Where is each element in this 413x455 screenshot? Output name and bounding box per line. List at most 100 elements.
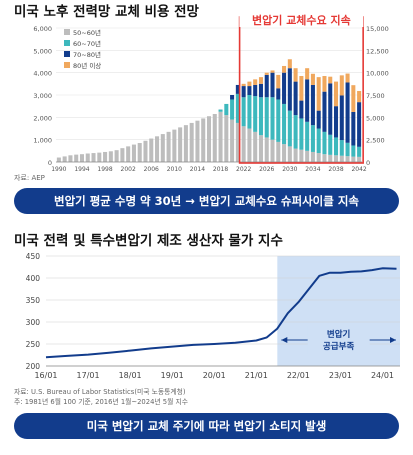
- chart1-bar-segment: [131, 144, 136, 162]
- chart1-bar-segment: [253, 96, 258, 132]
- chart1-bar-segment: [351, 156, 356, 162]
- chart1-ytick-label: 5,000: [33, 47, 52, 55]
- chart2-xtick-label: 20/01: [203, 371, 226, 380]
- chart1-ytick-right-label: 12,500: [366, 47, 389, 55]
- chart2-xtick-label: 22/01: [287, 371, 310, 380]
- chart1-ytick-label: 3,000: [33, 92, 52, 100]
- chart1-bar-segment: [224, 103, 229, 116]
- chart2-xtick-label: 17/01: [77, 371, 100, 380]
- chart1-bar-segment: [230, 95, 235, 100]
- chart1-bar-segment: [264, 72, 269, 75]
- chart1-xtick-label: 2030: [282, 166, 297, 173]
- chart1-bar-segment: [276, 99, 281, 142]
- chart1-legend-label: 60~70년: [73, 39, 101, 48]
- chart1-bar-segment: [56, 157, 61, 162]
- chart1-bar-segment: [79, 154, 85, 162]
- chart1-bar-segment: [183, 125, 188, 162]
- chart1-bar-segment: [339, 155, 344, 162]
- chart1-bar-segment: [351, 145, 356, 157]
- chart1-ytick-label: 6,000: [33, 25, 52, 33]
- chart1-ytick-label: 1,000: [33, 137, 52, 145]
- chart1-xtick-label: 2038: [328, 166, 343, 173]
- chart1-ytick-label: 4,000: [33, 70, 52, 78]
- chart1-bar-segment: [270, 72, 275, 98]
- chart1-bar-segment: [310, 84, 315, 126]
- chart1-bar-segment: [276, 74, 281, 89]
- chart1-legend-swatch: [64, 62, 70, 68]
- chart2-xtick-label: 18/01: [119, 371, 142, 380]
- chart1-bar-segment: [264, 97, 269, 138]
- chart1-bar-segment: [149, 138, 154, 162]
- chart1-ytick-right-label: 5,000: [366, 114, 385, 122]
- chart1-bar-segment: [345, 142, 350, 157]
- chart1-bar-segment: [241, 97, 246, 127]
- chart2-ytick-label: 400: [26, 274, 41, 283]
- chart1-bar-segment: [253, 79, 258, 85]
- chart1-bar-segment: [166, 131, 171, 162]
- chart1-bar-segment: [62, 156, 67, 162]
- chart1-xtick-label: 2018: [213, 166, 228, 173]
- chart1-bar-segment: [103, 151, 108, 162]
- chart1-bar-segment: [333, 81, 339, 107]
- chart1-bar-segment: [357, 156, 362, 162]
- chart1-bar-segment: [282, 65, 287, 73]
- chart1-bar-segment: [305, 121, 310, 151]
- chart1-bar-segment: [322, 91, 327, 132]
- chart1-bar-segment: [299, 76, 304, 101]
- chart1-title: 미국 노후 전력망 교체 비용 전망: [14, 3, 200, 20]
- chart1-bar-segment: [247, 81, 252, 87]
- chart1-bar-segment: [137, 143, 142, 162]
- chart1-bar-segment: [143, 140, 148, 162]
- chart1-bar-segment: [97, 152, 102, 162]
- chart1-bar-segment: [299, 100, 304, 119]
- chart1-bar-segment: [287, 59, 292, 69]
- chart1-legend-label: 70~80년: [73, 50, 101, 59]
- chart1-bar-segment: [328, 134, 333, 155]
- chart1-bar-segment: [247, 86, 252, 95]
- chart1-xtick-label: 2034: [305, 166, 320, 173]
- chart1-bar-segment: [160, 134, 165, 162]
- chart1-bar-segment: [299, 149, 304, 162]
- chart1-bar-segment: [345, 73, 350, 83]
- chart1-ytick-label: 2,000: [33, 114, 52, 122]
- chart1-bar-segment: [172, 129, 177, 162]
- chart1-xtick-label: 2026: [259, 166, 274, 173]
- chart1-bar-segment: [333, 155, 339, 162]
- chart1-bar-segment: [316, 110, 321, 129]
- chart1-legend-label: 80년 이상: [73, 61, 101, 70]
- chart2-ytick-label: 200: [26, 362, 41, 371]
- chart1-bar-segment: [316, 128, 321, 154]
- chart1-bar-segment: [253, 131, 258, 162]
- chart1-bar-segment: [316, 77, 321, 111]
- chart1-xtick-label: 1990: [51, 166, 66, 173]
- chart1-bar-segment: [230, 119, 235, 162]
- chart1-bar-segment: [293, 68, 298, 82]
- chart1-bar-segment: [333, 106, 339, 138]
- chart1-legend-swatch: [64, 29, 70, 35]
- chart1-bar-segment: [235, 93, 240, 123]
- chart1-bar-segment: [74, 154, 79, 162]
- chart2-annotation-label-bg: [307, 326, 370, 354]
- chart1-bar-segment: [316, 153, 321, 162]
- chart1-highlight-label-bg: [239, 13, 364, 27]
- chart2-source: 자료: U.S. Bureau of Labor Statistics(미국 노…: [14, 387, 186, 396]
- chart2-note: 주: 1981년 6월 100 기준, 2016년 1월~2024년 5월 지수: [14, 397, 188, 406]
- chart1-bar-segment: [189, 122, 194, 162]
- chart1-bar-segment: [258, 97, 263, 136]
- chart2-ytick-label: 450: [26, 252, 41, 261]
- chart1-bar-segment: [305, 150, 310, 162]
- chart1-bar-segment: [258, 77, 263, 84]
- chart1-ytick-label: 0: [48, 159, 52, 167]
- chart1-bar-segment: [108, 151, 113, 162]
- chart1-bar-segment: [322, 76, 327, 92]
- chart1-bar-segment: [241, 86, 246, 98]
- chart1-bar-segment: [293, 81, 298, 116]
- chart1-bar-segment: [310, 125, 315, 152]
- summary-banner-1: 변압기 평균 수명 약 30년 → 변압기 교체수요 슈퍼사이클 지속: [14, 188, 399, 214]
- chart1-bar-segment: [195, 120, 200, 162]
- chart1-xtick-label: 2022: [236, 166, 251, 173]
- chart1-bar-segment: [287, 110, 292, 147]
- chart1-bar-segment: [247, 128, 252, 162]
- chart1-bar-segment: [230, 99, 235, 120]
- chart1-bar-segment: [293, 148, 298, 162]
